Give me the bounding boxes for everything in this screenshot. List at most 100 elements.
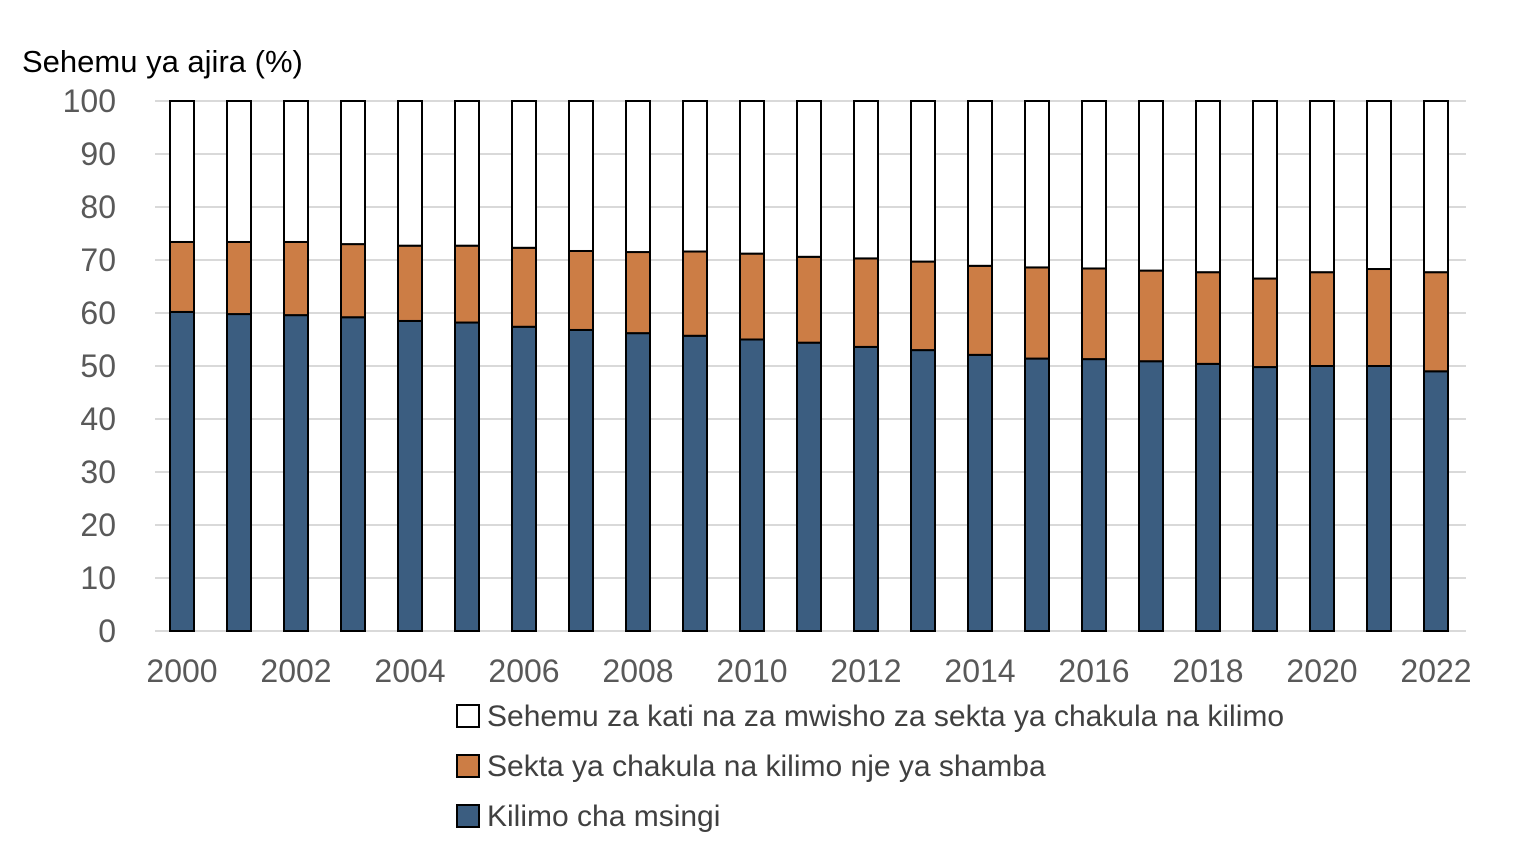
bar-segment-series-2: [568, 249, 594, 331]
bar-segment-series-3: [1309, 100, 1335, 274]
bar-segment-series-1: [682, 334, 708, 632]
bar-stack-2015: [1024, 100, 1050, 632]
bar-stack-2013: [910, 100, 936, 632]
bar-stack-2006: [511, 100, 537, 632]
x-tick-label: 2000: [146, 653, 217, 689]
bar-segment-series-1: [169, 310, 195, 632]
bar-segment-series-3: [625, 100, 651, 254]
y-tick-label: 30: [80, 454, 116, 490]
y-tick-label: 90: [80, 136, 116, 172]
bar-stack-2003: [340, 100, 366, 632]
bar-segment-series-3: [796, 100, 822, 258]
bar-segment-series-2: [910, 260, 936, 352]
bar-stack-2018: [1195, 100, 1221, 632]
bar-segment-series-2: [1024, 266, 1050, 360]
bar-segment-series-3: [967, 100, 993, 267]
x-tick-label: 2002: [260, 653, 331, 689]
bar-segment-series-3: [682, 100, 708, 253]
y-tick-label: 0: [98, 613, 116, 649]
bar-segment-series-2: [1252, 277, 1278, 369]
bar-segment-series-3: [739, 100, 765, 255]
bar-stack-2008: [625, 100, 651, 632]
bar-segment-series-2: [283, 240, 309, 317]
bar-stack-2000: [169, 100, 195, 632]
bar-segment-series-1: [568, 328, 594, 632]
bar-segment-series-3: [340, 100, 366, 246]
legend-label: Kilimo cha msingi: [487, 800, 720, 833]
bar-segment-series-2: [1366, 268, 1392, 368]
bar-segment-series-2: [682, 250, 708, 337]
bar-segment-series-2: [1423, 271, 1449, 373]
bars: [169, 100, 1449, 632]
bar-segment-series-2: [340, 243, 366, 319]
bar-segment-series-2: [226, 240, 252, 316]
bar-segment-series-2: [454, 244, 480, 324]
bar-segment-series-3: [1252, 100, 1278, 280]
x-tick-label: 2010: [716, 653, 787, 689]
bar-segment-series-1: [1195, 362, 1221, 632]
y-tick-label: 60: [80, 295, 116, 331]
y-tick-label: 70: [80, 242, 116, 278]
bar-segment-series-3: [1138, 100, 1164, 272]
bar-stack-2009: [682, 100, 708, 632]
bar-segment-series-1: [1081, 358, 1107, 632]
bar-segment-series-3: [1081, 100, 1107, 270]
bar-segment-series-2: [511, 246, 537, 328]
legend-swatch: [456, 754, 480, 778]
x-tick-label: 2006: [488, 653, 559, 689]
bar-segment-series-3: [397, 100, 423, 247]
bar-stack-2010: [739, 100, 765, 632]
bar-segment-series-2: [397, 244, 423, 322]
bar-segment-series-3: [283, 100, 309, 243]
y-tick-label: 100: [63, 83, 116, 119]
legend-item: Sehemu za kati na za mwisho za sekta ya …: [456, 700, 1284, 733]
x-tick-label: 2020: [1286, 653, 1357, 689]
y-axis-ticks: 0 10 20 30 40 50 60 70 80 90 100: [63, 83, 116, 649]
bar-segment-series-1: [1366, 365, 1392, 632]
bar-segment-series-1: [1423, 370, 1449, 632]
y-tick-label: 50: [80, 348, 116, 384]
bar-stack-2019: [1252, 100, 1278, 632]
bar-segment-series-3: [454, 100, 480, 247]
bar-stack-2012: [853, 100, 879, 632]
legend: Sehemu za kati na za mwisho za sekta ya …: [456, 700, 1284, 833]
bar-segment-series-3: [1195, 100, 1221, 274]
bar-segment-series-1: [283, 314, 309, 632]
legend-swatch: [456, 704, 480, 728]
bar-segment-series-1: [1024, 357, 1050, 632]
bar-segment-series-3: [910, 100, 936, 263]
legend-label: Sehemu za kati na za mwisho za sekta ya …: [487, 700, 1284, 733]
bar-stack-2021: [1366, 100, 1392, 632]
bar-segment-series-1: [910, 349, 936, 632]
bar-segment-series-1: [226, 313, 252, 632]
bar-segment-series-3: [1423, 100, 1449, 274]
bar-segment-series-2: [1195, 271, 1221, 365]
bar-segment-series-2: [625, 251, 651, 335]
bar-segment-series-2: [739, 252, 765, 341]
bar-stack-2017: [1138, 100, 1164, 632]
bar-segment-series-1: [853, 345, 879, 632]
bar-segment-series-3: [853, 100, 879, 260]
bar-stack-2002: [283, 100, 309, 632]
bar-segment-series-2: [853, 257, 879, 348]
bar-stack-2011: [796, 100, 822, 632]
bar-segment-series-1: [454, 321, 480, 632]
bar-segment-series-1: [967, 353, 993, 632]
bar-segment-series-3: [1366, 100, 1392, 271]
x-tick-label: 2016: [1058, 653, 1129, 689]
bar-segment-series-2: [796, 255, 822, 344]
bar-stack-2007: [568, 100, 594, 632]
bar-segment-series-1: [397, 319, 423, 632]
legend-item: Sekta ya chakula na kilimo nje ya shamba: [456, 750, 1046, 783]
legend-swatch: [456, 804, 480, 828]
x-tick-label: 2012: [830, 653, 901, 689]
bar-segment-series-1: [796, 341, 822, 632]
legend-item: Kilimo cha msingi: [456, 800, 720, 833]
y-tick-label: 40: [80, 401, 116, 437]
x-tick-label: 2018: [1172, 653, 1243, 689]
x-tick-label: 2004: [374, 653, 445, 689]
bar-segment-series-2: [967, 264, 993, 356]
bar-segment-series-3: [511, 100, 537, 249]
bar-segment-series-1: [511, 325, 537, 632]
